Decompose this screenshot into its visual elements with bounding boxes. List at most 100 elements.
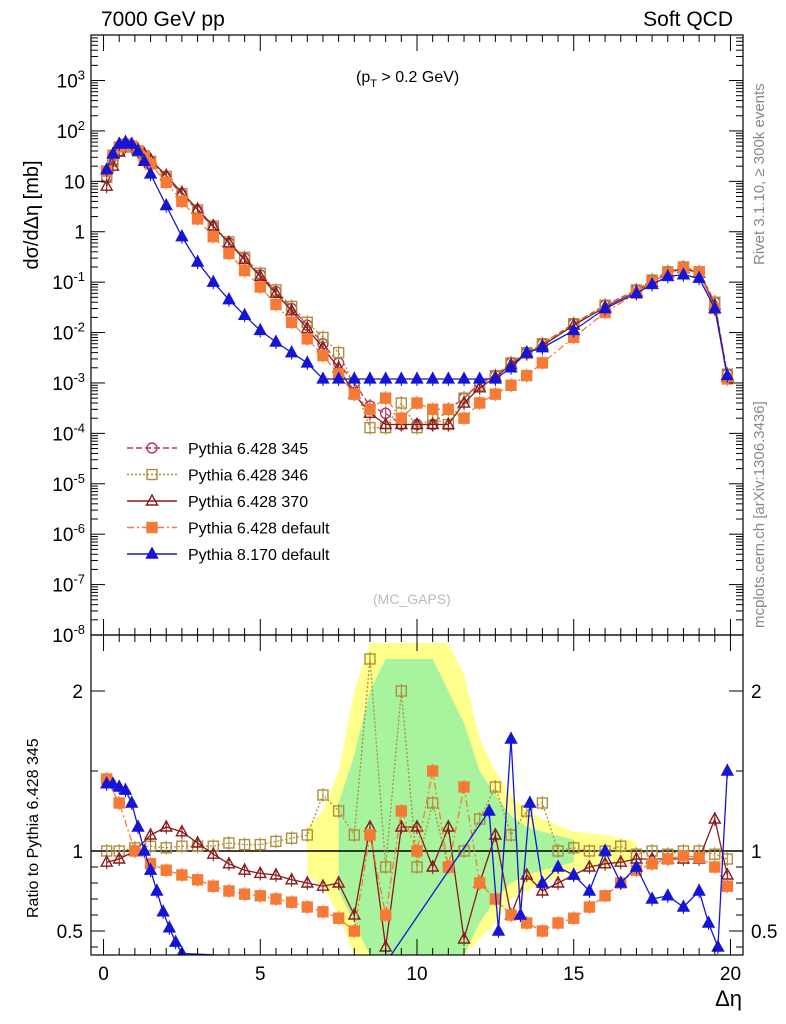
ratio-data-point <box>645 891 659 904</box>
legend-marker <box>146 521 158 534</box>
ratio-ylabel: Ratio to Pythia 6.428 345 <box>25 738 42 918</box>
ratio-data-point <box>709 861 721 873</box>
header-left-title: 7000 GeV pp <box>101 8 225 31</box>
ratio-data-point <box>582 859 597 872</box>
main-data-point <box>284 345 299 358</box>
legend-marker <box>146 468 158 481</box>
ratio-data-point <box>270 893 282 905</box>
main-data-point <box>137 153 151 166</box>
ratio-data-point <box>505 909 517 921</box>
legend-label: Pythia 6.428 346 <box>188 468 308 485</box>
ratio-data-point <box>721 880 734 892</box>
ratio-y-tick-label-left: 1 <box>72 842 83 863</box>
ratio-data-point <box>191 874 204 886</box>
ratio-data-point <box>300 875 314 888</box>
main-data-point <box>720 368 735 381</box>
ratio-data-point <box>237 862 252 875</box>
legend-label: Pythia 6.428 370 <box>188 494 308 511</box>
ratio-data-point <box>175 824 189 837</box>
ratio-data-point <box>458 845 470 857</box>
ratio-data-point <box>583 901 596 913</box>
ratio-data-point <box>599 890 611 902</box>
main-data-point <box>395 412 408 424</box>
main-data-point <box>223 247 235 260</box>
main-data-point <box>190 254 205 267</box>
ratio-data-point <box>711 939 725 952</box>
ratio-data-point <box>348 925 361 937</box>
ratio-data-point <box>348 829 361 841</box>
ratio-data-point <box>677 850 690 862</box>
main-data-point <box>301 333 313 345</box>
main-data-point <box>316 371 330 384</box>
x-tick-label: 15 <box>563 964 584 985</box>
ratio-data-point <box>662 853 674 865</box>
ratio-data-point <box>692 883 706 896</box>
ratio-data-point <box>269 867 283 880</box>
main-data-point <box>661 268 675 282</box>
ratio-data-point <box>301 901 313 913</box>
ratio-data-point <box>222 856 236 869</box>
ratio-data-point <box>458 781 470 793</box>
ratio-data-point <box>523 795 537 808</box>
main-y-tick-label: 102 <box>57 118 85 143</box>
ratio-data-point <box>693 851 705 864</box>
ratio-data-point <box>379 909 392 921</box>
main-data-point <box>364 421 376 434</box>
main-data-point <box>269 285 283 299</box>
ratio-data-point <box>332 805 345 817</box>
main-data-point <box>364 403 376 416</box>
main-y-tick-label: 10-7 <box>52 572 85 597</box>
ratio-data-point <box>521 917 533 929</box>
main-data-point <box>348 388 361 400</box>
main-data-point <box>708 301 722 314</box>
ratio-data-point <box>535 875 550 888</box>
main-y-tick-label: 10-3 <box>52 370 85 395</box>
ratio-data-point <box>380 957 391 967</box>
ratio-data-point <box>137 843 151 856</box>
main-data-point <box>425 417 440 430</box>
ratio-data-point <box>206 846 220 859</box>
main-y-tick-label: 10-2 <box>52 320 85 345</box>
ratio-data-point <box>131 819 145 832</box>
ratio-y-tick-label-left: 0.5 <box>57 922 83 943</box>
main-panel: 10-8 10-7 10-6 10-5 10-4 10-3 10-2 10-1 1 10 102 10… <box>52 34 744 647</box>
ratio-data-point <box>238 888 251 900</box>
main-data-point <box>425 371 440 384</box>
ratio-data-point <box>106 776 120 789</box>
main-y-tick-label: 10-4 <box>52 420 85 445</box>
ratio-data-point <box>118 782 133 795</box>
ratio-data-point <box>364 829 376 841</box>
ratio-data-point <box>491 923 506 936</box>
main-data-point <box>676 267 691 280</box>
main-data-point <box>473 371 487 384</box>
ratio-data-point <box>426 765 439 777</box>
x-tick-label: 5 <box>255 964 266 985</box>
mcplots-label: mcplots.cern.ch [arXiv:1306.3436] <box>751 401 768 628</box>
ratio-data-point <box>129 845 141 857</box>
main-data-point <box>504 360 518 373</box>
ratio-data-point <box>504 731 518 744</box>
ratio-data-point <box>253 865 267 879</box>
main-data-point <box>457 395 471 408</box>
ratio-data-point <box>582 883 597 896</box>
ratio-data-point <box>270 835 282 848</box>
main-data-point <box>125 136 139 149</box>
header-right-title: Soft QCD <box>643 8 733 31</box>
legend-marker <box>145 546 159 559</box>
ratio-data-point <box>615 840 627 852</box>
ratio-data-point <box>332 912 345 924</box>
ratio-data-point <box>112 779 126 792</box>
ratio-data-point <box>238 838 251 851</box>
main-data-point <box>363 371 377 384</box>
ratio-data-point <box>190 835 205 848</box>
main-y-tick-label: 1 <box>74 223 85 244</box>
ratio-data-point <box>513 907 528 920</box>
ratio-y-tick-label-right: 0.5 <box>751 922 777 943</box>
main-data-point <box>160 176 172 189</box>
main-data-point <box>317 349 329 362</box>
legend-label: Pythia 6.428 default <box>188 521 330 538</box>
main-data-point <box>411 397 423 409</box>
main-data-point <box>692 270 706 283</box>
main-data-point <box>426 403 439 416</box>
